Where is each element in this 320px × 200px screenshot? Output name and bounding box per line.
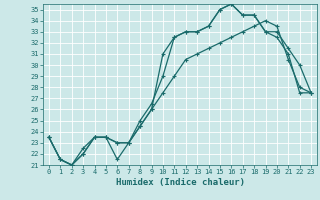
X-axis label: Humidex (Indice chaleur): Humidex (Indice chaleur) — [116, 178, 244, 187]
